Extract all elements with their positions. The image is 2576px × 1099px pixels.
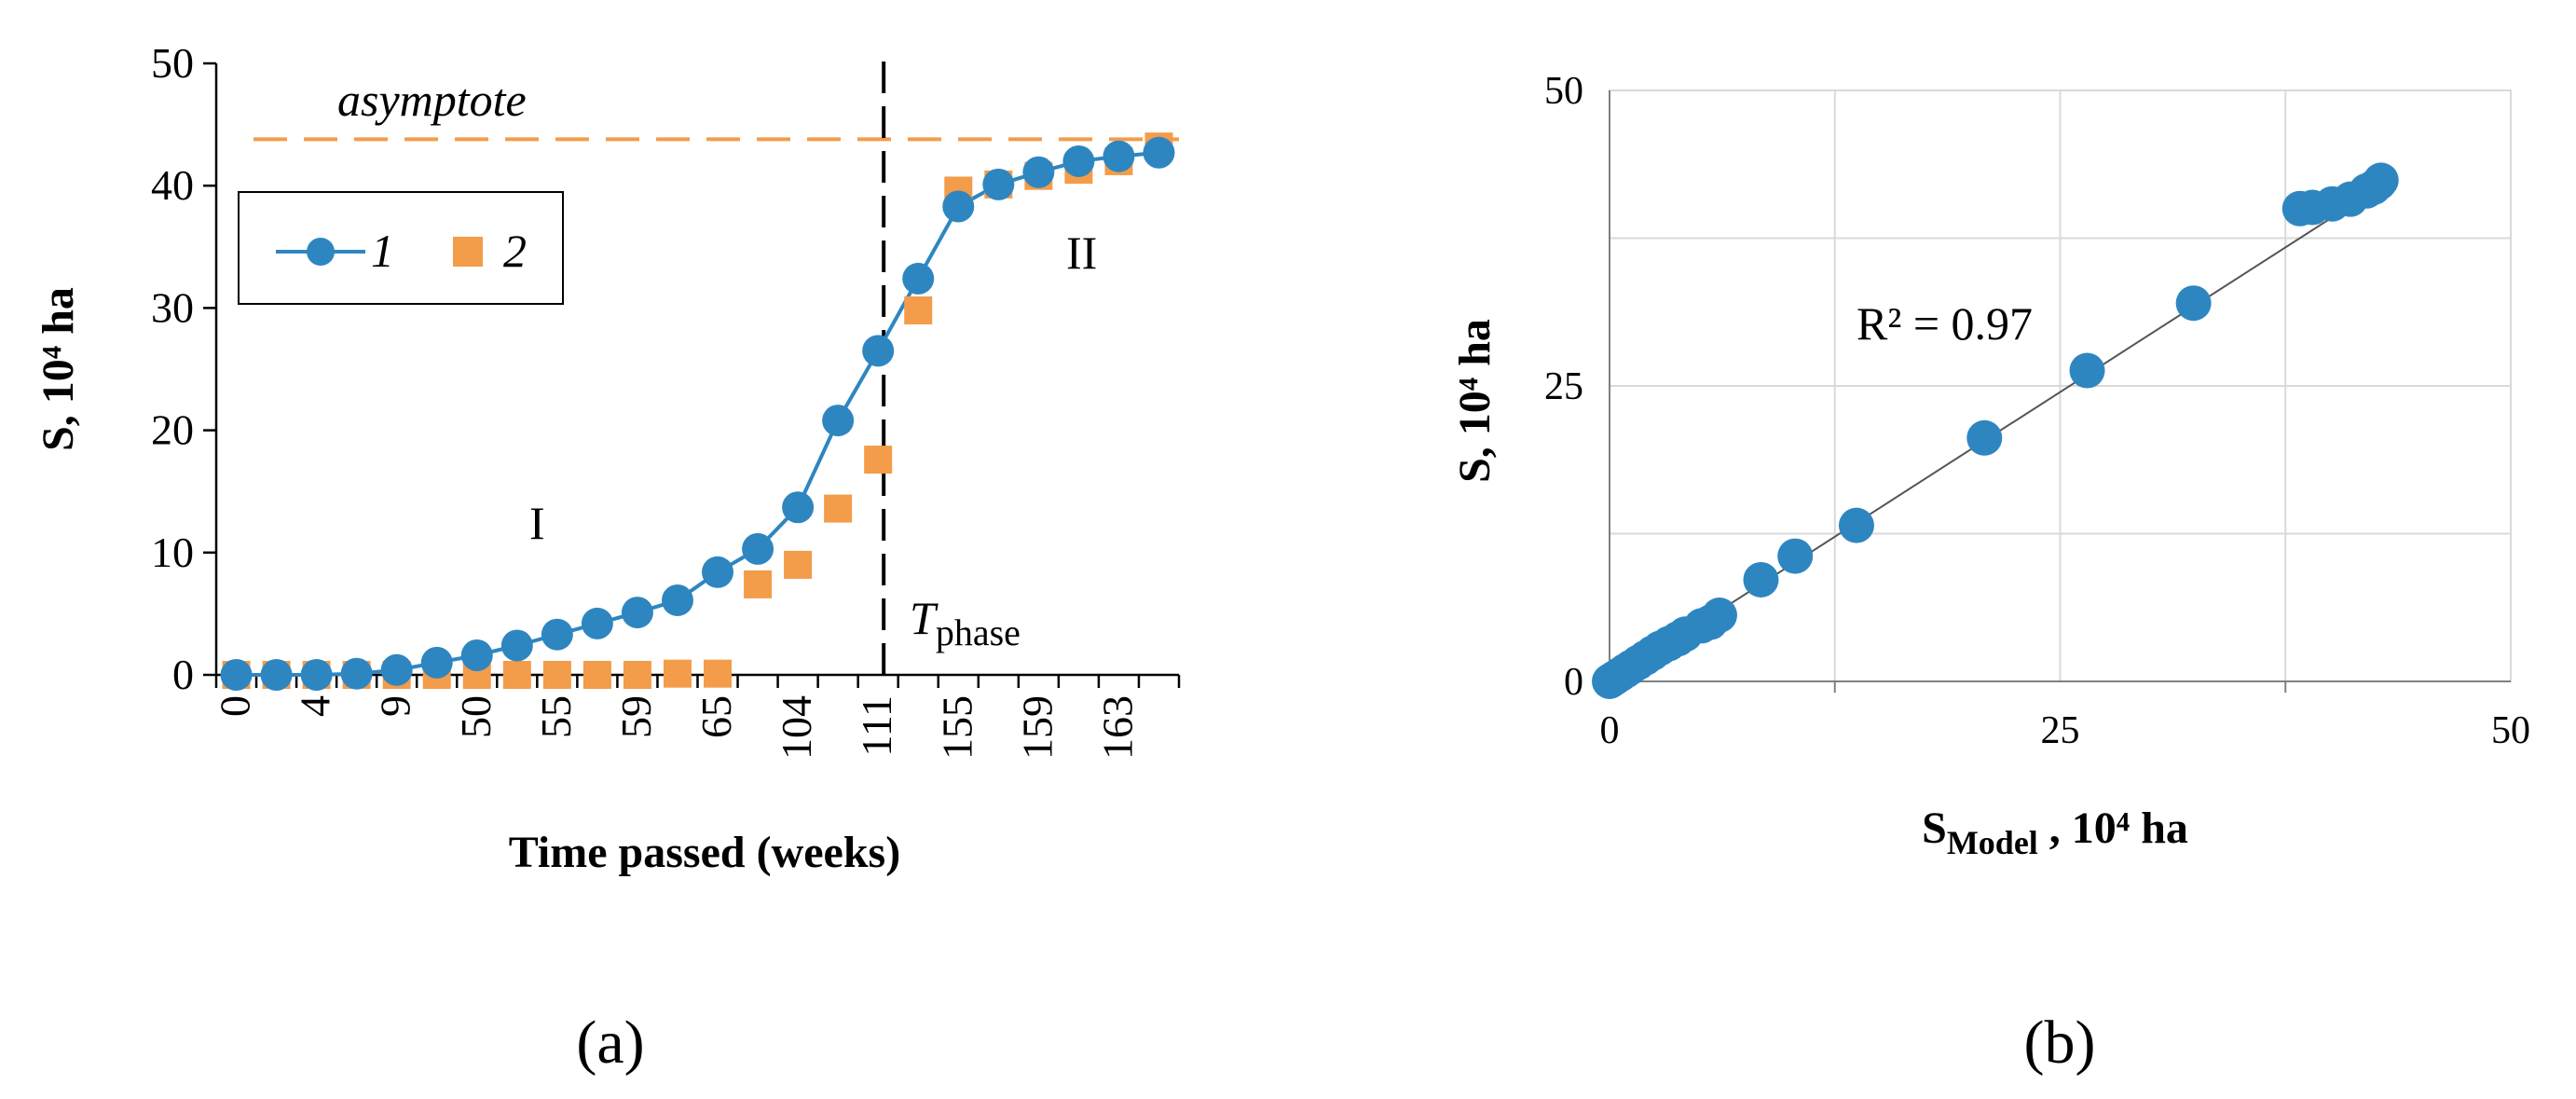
chart-a: 0 10 20 30 40 50 0 4 9 50 55 59 65 104 111 155 159 163 a… bbox=[34, 39, 1181, 1077]
series-1-point bbox=[300, 659, 333, 691]
series-2-point bbox=[744, 570, 773, 598]
chart-b-y-axis-title: S, 10⁴ ha bbox=[1450, 319, 1500, 483]
chart-b-x-axis-title-sub: Model bbox=[1947, 824, 2038, 861]
chart-b-x-axis-title: SModel , 10⁴ ha bbox=[1922, 804, 2188, 861]
phase-II-label: II bbox=[1066, 227, 1097, 279]
series-1-point bbox=[220, 659, 253, 691]
t-phase-sub: phase bbox=[936, 611, 1021, 653]
legend-series-2-label: 2 bbox=[503, 225, 527, 277]
chart-a-x-tick-label: 9 bbox=[372, 695, 419, 717]
chart-a-y-tick-label: 0 bbox=[172, 651, 194, 698]
series-1-point bbox=[862, 335, 895, 367]
series-1-point bbox=[380, 653, 413, 686]
series-1-point bbox=[1103, 140, 1135, 172]
chart-a-x-tick-label: 59 bbox=[612, 695, 660, 738]
chart-b-point bbox=[2069, 352, 2105, 389]
chart-a-y-tick-label: 20 bbox=[151, 406, 194, 454]
legend-series-1-label: 1 bbox=[371, 225, 394, 277]
chart-b-x-axis-title-main: S bbox=[1922, 804, 1947, 853]
legend: 1 2 bbox=[238, 191, 564, 305]
chart-b-x-axis-title-rest: , 10⁴ ha bbox=[2038, 804, 2188, 853]
chart-a-x-tick-label: 111 bbox=[853, 695, 900, 757]
legend-series-2-marker bbox=[453, 237, 483, 267]
series-2-point bbox=[904, 296, 933, 325]
series-1-point bbox=[621, 597, 653, 629]
chart-a-y-tick-label: 50 bbox=[151, 39, 194, 87]
series-2-point bbox=[502, 661, 531, 689]
series-1-point bbox=[742, 532, 774, 565]
chart-b-x-tick-label: 0 bbox=[1600, 709, 1620, 752]
chart-a-x-axis-title: Time passed (weeks) bbox=[509, 828, 900, 877]
series-2-point bbox=[623, 661, 651, 689]
series-1-point bbox=[661, 584, 693, 616]
chart-a-y-axis-title: S, 10⁴ ha bbox=[34, 287, 83, 451]
chart-b-point bbox=[1838, 507, 1874, 543]
series-1-point bbox=[420, 646, 453, 679]
series-2-point bbox=[784, 550, 813, 579]
series-1-point bbox=[500, 629, 533, 662]
series-2-point bbox=[704, 659, 733, 688]
chart-b-point bbox=[1777, 538, 1814, 574]
asymptote-label: asymptote bbox=[337, 74, 527, 126]
chart-a-x-tick-label: 0 bbox=[212, 695, 259, 717]
series-1-point bbox=[541, 618, 573, 651]
trendline bbox=[1612, 180, 2390, 680]
series-2-point bbox=[582, 661, 611, 689]
chart-b-point bbox=[2363, 162, 2399, 199]
series-1-point bbox=[782, 491, 815, 524]
series-2-point bbox=[663, 659, 692, 688]
chart-b-y-tick-label: 50 bbox=[1544, 70, 1583, 113]
chart-b-x-tick-label: 50 bbox=[2491, 709, 2530, 752]
legend-series-1-marker bbox=[307, 238, 335, 266]
series-1-point bbox=[581, 607, 613, 639]
series-1-point bbox=[702, 556, 734, 588]
series-1-point bbox=[1022, 156, 1055, 188]
chart-a-y-tick-label: 30 bbox=[151, 283, 194, 331]
series-1-point bbox=[982, 168, 1015, 200]
series-1-point bbox=[1062, 144, 1095, 177]
chart-b-point bbox=[1743, 561, 1779, 598]
chart-a-x-tick-label: 155 bbox=[933, 695, 980, 760]
series-2-point bbox=[864, 446, 893, 474]
r-squared-label: R² = 0.97 bbox=[1857, 297, 2033, 350]
chart-b-point bbox=[2175, 285, 2212, 322]
series-1-point bbox=[260, 659, 293, 691]
chart-a-x-tick-label: 55 bbox=[532, 695, 580, 738]
chart-b-point bbox=[1966, 419, 2003, 456]
series-1-point bbox=[822, 405, 855, 437]
series-1-point bbox=[902, 262, 935, 295]
chart-a-x-tick-label: 104 bbox=[773, 695, 820, 760]
chart-b-x-tick-label: 25 bbox=[2041, 709, 2080, 752]
chart-a-x-tick-label: 4 bbox=[292, 695, 339, 717]
panel-label-b: (b) bbox=[2024, 1009, 2096, 1077]
series-2-point bbox=[542, 661, 571, 689]
chart-a-y-tick-label: 10 bbox=[151, 529, 194, 576]
chart-a-y-tick-label: 40 bbox=[151, 161, 194, 209]
t-phase-main: T bbox=[910, 592, 939, 644]
chart-a-x-tick-label: 159 bbox=[1013, 695, 1061, 760]
chart-a-x-tick-label: 65 bbox=[692, 695, 740, 738]
chart-a-x-tick-label: 163 bbox=[1093, 695, 1141, 760]
chart-a-x-tick-label: 50 bbox=[452, 695, 500, 738]
chart-b-y-tick-label: 25 bbox=[1544, 365, 1583, 408]
series-1-point bbox=[460, 639, 493, 672]
series-1-point bbox=[942, 190, 975, 223]
legend-box bbox=[238, 191, 564, 305]
series-2-point bbox=[824, 494, 853, 523]
panel-label-a: (a) bbox=[576, 1009, 644, 1077]
t-phase-label: Tphase bbox=[910, 592, 1021, 653]
series-1-point bbox=[340, 657, 373, 690]
phase-I-label: I bbox=[529, 497, 545, 549]
chart-b-y-tick-label: 0 bbox=[1564, 661, 1583, 704]
chart-b-point bbox=[1701, 597, 1737, 633]
series-1-point bbox=[1143, 136, 1175, 169]
